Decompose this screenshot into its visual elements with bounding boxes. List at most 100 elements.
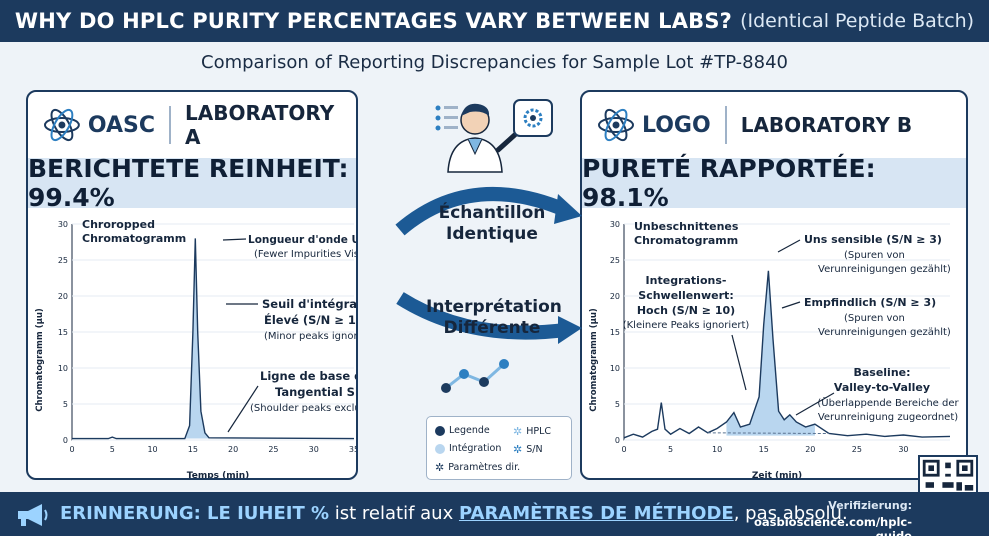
valley-baseline <box>707 432 829 435</box>
divider <box>168 106 171 144</box>
arrow-label-interpretation: Interprétation Différente <box>426 297 562 339</box>
gear-touch-icon <box>513 99 553 137</box>
y-tick-label: 30 <box>58 220 68 229</box>
verify-label: Verifizierung: <box>828 499 912 512</box>
chart-title-line1: Chroropped <box>82 218 155 231</box>
x-tick-label: 25 <box>268 445 278 454</box>
legend-label: Intégration <box>449 443 502 454</box>
lab-a-header: OASC LABORATORY A <box>28 92 356 158</box>
lab-b-name: LABORATORY B <box>740 113 913 137</box>
chart-title-line2: Chromatogramm <box>82 232 186 245</box>
y-tick-label: 25 <box>610 256 620 265</box>
x-axis-label: Temps (min) <box>187 471 249 480</box>
annotation-empfindlich-note2: Verunreinigungen gezählt) <box>818 327 951 338</box>
x-tick-label: 30 <box>309 445 319 454</box>
lab-b-header: LOGO LABORATORY B <box>582 92 966 158</box>
y-tick-label: 15 <box>58 328 68 337</box>
x-tick-label: 0 <box>69 445 74 454</box>
annotation-arrow <box>731 334 747 391</box>
y-tick-label: 5 <box>615 400 620 409</box>
annotation-empfindlich: Empfindlich (S/N ≥ 3) <box>804 296 936 309</box>
annotation-wavelength: Longueur d'onde UV: 220 nm <box>248 234 358 246</box>
annotation-baseline-1: Ligne de base drawn: <box>260 369 358 383</box>
x-tick-label: 5 <box>668 445 673 454</box>
x-tick-label: 15 <box>759 445 769 454</box>
scientist-icon <box>447 103 521 173</box>
annotation-integration-note: (Kleinere Peaks ignoriert) <box>623 320 750 331</box>
arrow-head <box>554 194 582 224</box>
reminder-mid: ist relatif aux <box>329 503 459 524</box>
verify-url[interactable]: oasbioscience.com/hplc-guide <box>753 515 912 536</box>
x-tick-label: 20 <box>228 445 238 454</box>
lab-a-purity: BERICHTETE REINHEIT: 99.4% <box>28 154 356 212</box>
footer-bar: ERINNERUNG: LE IUHEIT % ist relatif aux … <box>0 492 989 536</box>
legend-item: ✲ Paramètres dir. <box>435 461 520 474</box>
y-tick-label: 0 <box>615 436 620 445</box>
legend-label: Legende <box>449 425 490 436</box>
y-axis-label: Chromatogramm (µu) <box>35 308 45 412</box>
y-tick-label: 0 <box>63 436 68 445</box>
legend-item: ✲ HPLC <box>513 425 551 438</box>
list-icon <box>435 105 458 131</box>
page-title: WHY DO HPLC PURITY PERCENTAGES VARY BETW… <box>14 9 733 33</box>
annotation-baseline-2: Tangential Skim <box>275 385 358 399</box>
title-bar: WHY DO HPLC PURITY PERCENTAGES VARY BETW… <box>0 0 989 42</box>
atom-icon <box>598 108 634 142</box>
annotation-integration-3: Hoch (S/N ≥ 10) <box>637 304 735 317</box>
verification: Verifizierung: <box>796 498 912 513</box>
annotation-sensitive-note2: Verunreinigungen gezählt) <box>818 264 951 275</box>
chart-title-line1: Unbeschnittenes <box>634 220 739 233</box>
annotation-threshold-1: Seuil d'intégration: <box>262 297 358 311</box>
chromatogram-trace <box>72 238 355 440</box>
annotation-baseline-note2: Verunreinigung zugeordnet) <box>818 412 958 423</box>
y-axis-label: Chromatogramm (µu) <box>589 308 599 412</box>
x-tick-label: 15 <box>188 445 198 454</box>
arrow-label-line1: Échantillon <box>438 203 546 223</box>
network-icon <box>441 359 509 393</box>
y-tick-label: 5 <box>63 400 68 409</box>
x-tick-label: 10 <box>147 445 157 454</box>
annotation-threshold-note: (Minor peaks ignored) <box>264 331 358 342</box>
y-tick-label: 10 <box>610 364 620 373</box>
divider <box>724 106 727 144</box>
peak-areas <box>726 270 815 436</box>
arrow-label-line2: Différente <box>443 318 541 338</box>
annotation-integration-1: Integrations- <box>646 274 727 287</box>
lab-a-chromatogram: 0 5 10 15 20 25 30 0 5 10 15 20 25 30 35 Chroropped Ch… <box>35 218 358 480</box>
annotation-arrow <box>781 301 801 309</box>
middle-illustration <box>395 99 582 393</box>
atom-icon <box>43 108 80 142</box>
arrow-head <box>558 316 582 344</box>
lab-b-purity: PURETÉ RAPPORTÉE: 98.1% <box>582 154 966 212</box>
lab-a-logo: OASC <box>87 112 155 138</box>
annotation-sensitive-note1: (Spuren von <box>844 250 905 261</box>
annotation-baseline-2: Valley-to-Valley <box>834 381 930 394</box>
y-tick-label: 20 <box>58 292 68 301</box>
arrow-to-lab-b-2 <box>396 292 566 340</box>
y-tick-label: 20 <box>610 292 620 301</box>
x-tick-label: 25 <box>852 445 862 454</box>
annotation-baseline-note1: (Überlappende Bereiche der <box>817 396 959 409</box>
y-tick-label: 15 <box>610 328 620 337</box>
x-tick-label: 35 <box>349 445 358 454</box>
annotation-arrow <box>795 392 835 416</box>
lab-a-name: LABORATORY A <box>184 101 335 149</box>
annotation-arrow <box>222 238 247 241</box>
arrow-label-line1: Interprétation <box>426 297 562 317</box>
arrow-label-line2: Identique <box>446 224 538 244</box>
legend-label: HPLC <box>526 426 552 437</box>
lab-b-logo: LOGO <box>642 112 711 138</box>
x-tick-label: 30 <box>898 445 908 454</box>
annotation-sensitive: Uns sensible (S/N ≥ 3) <box>804 233 942 246</box>
annotation-wavelength-note: (Fewer Impurities Visible) <box>254 249 358 260</box>
annotation-arrow <box>227 385 259 433</box>
arrow-to-lab-b <box>395 187 568 236</box>
gear-icon: ✲ <box>513 443 523 456</box>
legend-item: ✲ S/N <box>513 443 543 456</box>
reminder-suffix: , pas absolu. <box>733 503 848 524</box>
reminder-highlight: PARAMÈTRES DE MÉTHODE <box>458 503 734 524</box>
lab-b-panel: LOGO LABORATORY B PURETÉ RAPPORTÉE: 98.1… <box>580 90 968 480</box>
annotation-baseline-note: (Shoulder peaks excluded) <box>250 403 358 414</box>
gear-icon: ✲ <box>513 425 523 438</box>
y-tick-label: 30 <box>610 220 620 229</box>
